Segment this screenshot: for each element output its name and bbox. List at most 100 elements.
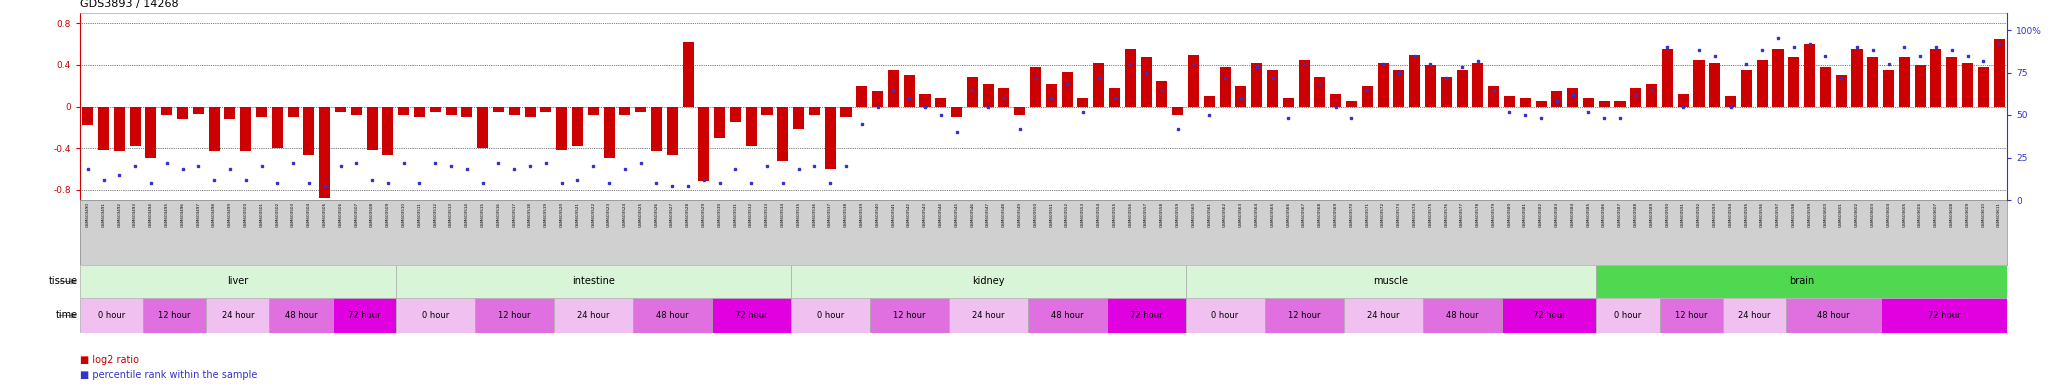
Bar — [80, 265, 395, 298]
Bar — [1722, 298, 1786, 333]
Text: GSM603534: GSM603534 — [780, 202, 784, 227]
Text: GSM603611: GSM603611 — [1997, 202, 2001, 227]
Text: GSM603544: GSM603544 — [938, 202, 942, 227]
Text: 12 hour: 12 hour — [1288, 311, 1321, 320]
Bar — [1661, 50, 1673, 106]
Text: GSM603576: GSM603576 — [1444, 202, 1448, 227]
Text: GSM603545: GSM603545 — [954, 202, 958, 227]
Bar — [1536, 101, 1546, 106]
Bar — [1741, 70, 1751, 106]
Bar — [1710, 63, 1720, 106]
Text: GSM603610: GSM603610 — [1980, 202, 1985, 227]
Text: GSM603495: GSM603495 — [164, 202, 168, 227]
Bar — [793, 106, 805, 129]
Text: GSM603596: GSM603596 — [1759, 202, 1763, 227]
Text: GSM603560: GSM603560 — [1192, 202, 1196, 227]
Text: kidney: kidney — [973, 276, 1004, 286]
Bar — [207, 298, 270, 333]
Bar — [1898, 56, 1911, 106]
Text: GSM603498: GSM603498 — [213, 202, 217, 227]
Text: GSM603533: GSM603533 — [766, 202, 768, 227]
Text: GSM603562: GSM603562 — [1223, 202, 1227, 227]
Bar — [541, 106, 551, 112]
Text: GSM603496: GSM603496 — [180, 202, 184, 227]
Text: 0 hour: 0 hour — [817, 311, 844, 320]
Text: GSM603542: GSM603542 — [907, 202, 911, 227]
Text: GSM603601: GSM603601 — [1839, 202, 1843, 227]
Text: GSM603586: GSM603586 — [1602, 202, 1606, 227]
Text: 24 hour: 24 hour — [1366, 311, 1399, 320]
Text: GSM603609: GSM603609 — [1966, 202, 1970, 227]
Bar — [1915, 65, 1925, 106]
Text: GSM603505: GSM603505 — [324, 202, 328, 227]
Bar — [1030, 67, 1040, 106]
Bar — [682, 42, 694, 106]
Text: GSM603561: GSM603561 — [1208, 202, 1210, 227]
Text: 12 hour: 12 hour — [498, 311, 530, 320]
Text: 72 hour: 72 hour — [735, 311, 768, 320]
Text: GSM603503: GSM603503 — [291, 202, 295, 227]
Bar — [193, 106, 205, 114]
Text: GSM603517: GSM603517 — [512, 202, 516, 227]
Bar — [1061, 72, 1073, 106]
Bar — [98, 106, 109, 150]
Text: 48 hour: 48 hour — [655, 311, 688, 320]
Bar — [635, 106, 647, 112]
Text: GSM603564: GSM603564 — [1255, 202, 1260, 227]
Bar — [143, 298, 207, 333]
Text: GSM603582: GSM603582 — [1538, 202, 1542, 227]
Text: muscle: muscle — [1374, 276, 1409, 286]
Text: GSM603523: GSM603523 — [606, 202, 610, 227]
Text: GSM603506: GSM603506 — [338, 202, 342, 227]
Text: GSM603577: GSM603577 — [1460, 202, 1464, 227]
Bar — [1851, 50, 1862, 106]
Bar — [604, 106, 614, 159]
Text: GSM603550: GSM603550 — [1034, 202, 1038, 227]
Text: GSM603594: GSM603594 — [1729, 202, 1733, 227]
Bar — [618, 106, 631, 115]
Text: GSM603598: GSM603598 — [1792, 202, 1796, 227]
Bar — [1772, 50, 1784, 106]
Text: 48 hour: 48 hour — [1446, 311, 1479, 320]
Bar — [256, 106, 266, 117]
Text: GSM603573: GSM603573 — [1397, 202, 1401, 227]
Bar — [1677, 94, 1690, 106]
Text: GSM603536: GSM603536 — [813, 202, 817, 227]
Text: 72 hour: 72 hour — [1532, 311, 1565, 320]
Bar — [1425, 65, 1436, 106]
Bar — [967, 78, 977, 106]
Text: GSM603546: GSM603546 — [971, 202, 975, 227]
Bar — [1757, 60, 1767, 106]
Bar — [1186, 265, 1595, 298]
Bar — [1501, 298, 1595, 333]
Text: GSM603538: GSM603538 — [844, 202, 848, 227]
Text: GSM603515: GSM603515 — [481, 202, 485, 227]
Text: GSM603539: GSM603539 — [860, 202, 864, 227]
Bar — [950, 106, 963, 117]
Text: GSM603579: GSM603579 — [1491, 202, 1495, 227]
Bar — [1362, 86, 1372, 106]
Text: GSM603535: GSM603535 — [797, 202, 801, 227]
Text: ■ percentile rank within the sample: ■ percentile rank within the sample — [80, 370, 258, 380]
Bar — [903, 75, 915, 106]
Text: 72 hour: 72 hour — [348, 311, 381, 320]
Text: GSM603588: GSM603588 — [1634, 202, 1638, 227]
Bar — [336, 106, 346, 112]
Bar — [1489, 86, 1499, 106]
Text: 12 hour: 12 hour — [893, 311, 926, 320]
Text: GSM603502: GSM603502 — [274, 202, 279, 227]
Bar — [1503, 96, 1516, 106]
Text: GSM603597: GSM603597 — [1776, 202, 1780, 227]
Bar — [1520, 98, 1530, 106]
Bar — [1821, 67, 1831, 106]
Bar — [633, 298, 713, 333]
Bar — [82, 106, 94, 125]
Bar — [332, 298, 395, 333]
Bar — [557, 106, 567, 150]
Bar — [287, 106, 299, 117]
Text: GSM603510: GSM603510 — [401, 202, 406, 227]
Text: GSM603500: GSM603500 — [244, 202, 248, 227]
Text: GSM603541: GSM603541 — [891, 202, 895, 227]
Bar — [383, 106, 393, 155]
Bar — [791, 298, 870, 333]
